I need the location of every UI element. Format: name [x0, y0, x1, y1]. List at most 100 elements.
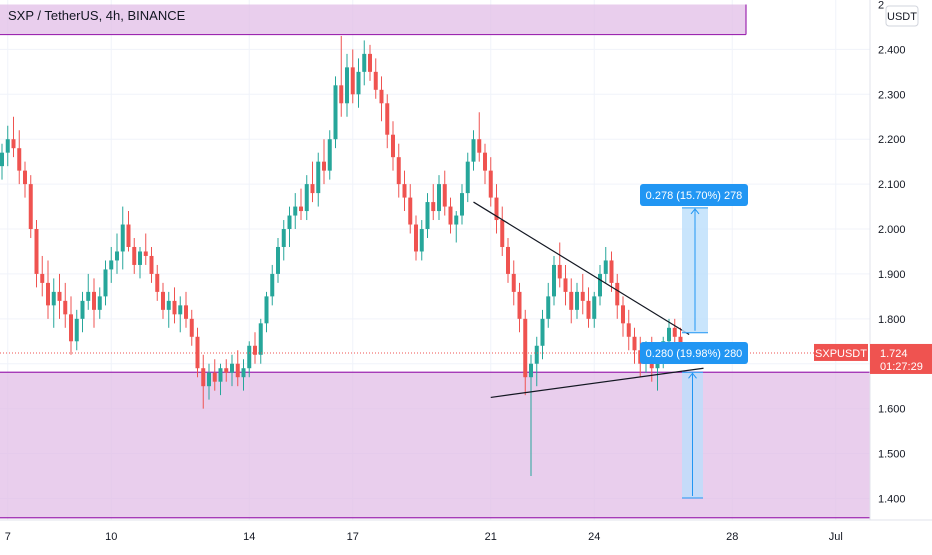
candle-body	[264, 296, 269, 324]
candle-body	[345, 67, 349, 104]
candle-body	[460, 193, 464, 216]
symbol-tag: SXPUSDT	[815, 348, 867, 360]
candle-body	[207, 372, 211, 387]
candle-body	[408, 197, 413, 225]
candle-body	[586, 300, 591, 319]
candle-body	[201, 368, 206, 387]
candle-body	[465, 161, 470, 194]
price-tag-value: 1.724	[880, 348, 908, 360]
candle-body	[414, 224, 418, 252]
candle-body	[500, 220, 505, 247]
measure-lower-label-bg	[640, 342, 748, 364]
measure-upper-arrowhead	[690, 208, 700, 215]
candle-body	[615, 282, 620, 306]
candle-body	[63, 300, 68, 315]
candle-body	[195, 336, 200, 369]
candle-body	[563, 278, 568, 292]
candle-body	[247, 345, 252, 369]
candle-body	[396, 157, 401, 185]
candle-body	[569, 291, 574, 310]
candle-body	[333, 85, 338, 140]
candle-body	[28, 184, 33, 230]
candle-body	[241, 368, 246, 378]
candle-body	[11, 139, 16, 149]
candle-body	[425, 202, 430, 230]
candle-body	[431, 202, 436, 212]
candle-body	[488, 170, 493, 198]
candle-body	[0, 152, 4, 167]
candle-body	[483, 152, 487, 171]
candle-body	[350, 67, 355, 95]
candle-body	[235, 363, 240, 378]
lower-trendline	[490, 367, 704, 399]
candle-body	[253, 345, 257, 355]
measure-lower-label-text: 0.280 (19.98%) 280	[646, 348, 743, 360]
candle-body	[609, 260, 614, 283]
candle-body	[373, 71, 378, 90]
candle-body	[258, 323, 263, 355]
candle-body	[523, 318, 528, 378]
candle-body	[442, 184, 447, 207]
candle-body	[126, 224, 131, 247]
candle-body	[356, 71, 361, 95]
candle-body	[103, 269, 108, 297]
support-zone	[0, 372, 870, 518]
y-tick-label: 2.100	[878, 179, 906, 191]
x-tick-label: Jul	[829, 531, 843, 543]
candle-body	[552, 264, 556, 297]
resistance-zone	[0, 4, 746, 35]
candle-body	[448, 206, 453, 225]
chart-title: SXP / TetherUS, 4h, BINANCE	[8, 8, 186, 23]
measure-lower-label: 0.280 (19.98%) 280	[640, 342, 748, 364]
y-tick-label: 2.000	[878, 224, 906, 236]
candle-body	[632, 336, 637, 351]
y-tick-label: 1.800	[878, 314, 906, 326]
x-tick-label: 17	[347, 531, 359, 543]
currency-box	[885, 5, 919, 27]
candle-body	[166, 300, 171, 310]
candle-body	[667, 327, 671, 342]
time-axis-bg	[0, 520, 932, 550]
candle-body	[17, 148, 22, 171]
candle-body	[120, 224, 125, 252]
candle-body	[368, 53, 372, 72]
candle-body	[57, 291, 62, 301]
currency-label: USDT	[887, 11, 917, 23]
candle-body	[529, 363, 533, 378]
symbol-tag-bg	[814, 343, 868, 361]
candle-body	[580, 291, 585, 301]
candle-body	[402, 184, 407, 198]
y-tick-label: 1.400	[878, 493, 906, 505]
candle-body	[304, 184, 309, 212]
candle-body	[155, 273, 160, 292]
candles	[0, 35, 683, 476]
y-tick-label: 2	[878, 0, 884, 11]
candle-body	[592, 296, 597, 319]
candle-body	[621, 305, 625, 324]
candle-body	[310, 184, 315, 194]
candle-body	[437, 184, 441, 212]
candle-body	[92, 291, 96, 310]
y-tick-label: 1.600	[878, 404, 906, 416]
price-tag-countdown: 01:27:29	[880, 361, 923, 373]
candle-body	[218, 368, 223, 382]
candle-body	[149, 255, 154, 274]
candle-body	[23, 170, 27, 185]
candle-body	[454, 215, 459, 225]
x-tick-label: 21	[485, 531, 497, 543]
candle-body	[598, 273, 602, 297]
candle-body	[40, 273, 45, 283]
candle-body	[51, 291, 56, 306]
x-tick-label: 14	[243, 531, 255, 543]
x-tick-label: 28	[726, 531, 738, 543]
candle-body	[546, 296, 551, 319]
candle-body	[494, 197, 499, 221]
candle-body	[115, 251, 119, 261]
candle-body	[506, 246, 510, 274]
measure-upper-label-text: 0.278 (15.70%) 278	[646, 190, 743, 202]
candle-body	[575, 291, 579, 310]
candle-body	[379, 89, 384, 104]
